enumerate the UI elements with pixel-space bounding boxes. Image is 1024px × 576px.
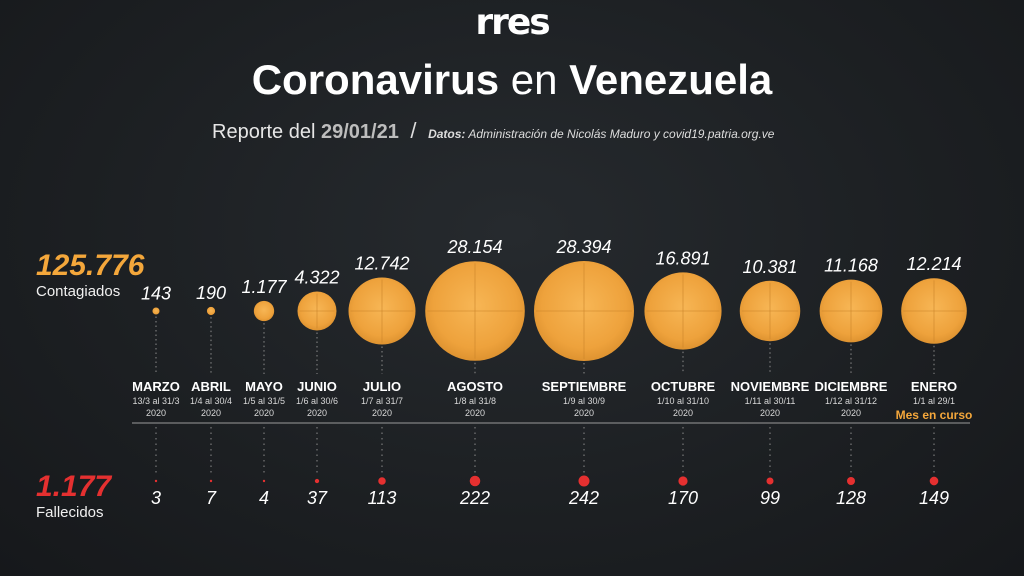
deaths-value-label: 149: [919, 488, 949, 508]
month-label: OCTUBRE: [651, 379, 716, 394]
cases-value-label: 1.177: [241, 277, 287, 297]
title-part-2: en: [510, 56, 558, 103]
deaths-dot: [154, 479, 158, 483]
deaths-value-label: 128: [836, 488, 866, 508]
deaths-dot: [847, 477, 855, 485]
year-label: 2020: [465, 408, 485, 418]
date-range-label: 1/1 al 29/1: [913, 396, 955, 406]
month-label: ENERO: [911, 379, 957, 394]
year-label: 2020: [254, 408, 274, 418]
year-label: 2020: [372, 408, 392, 418]
cases-value-label: 4.322: [294, 267, 339, 287]
year-label: 2020: [760, 408, 780, 418]
deaths-dot: [262, 479, 266, 483]
deaths-dot: [378, 477, 386, 485]
separator: /: [410, 118, 417, 143]
cases-value-label: 28.394: [555, 237, 611, 257]
year-label: 2020: [307, 408, 327, 418]
date-range-label: 1/12 al 31/12: [825, 396, 877, 406]
month-label: MAYO: [245, 379, 283, 394]
date-range-label: 13/3 al 31/3: [132, 396, 179, 406]
title-part-3: Venezuela: [569, 56, 773, 103]
deaths-value-label: 113: [368, 488, 397, 508]
deaths-value-label: 4: [259, 488, 269, 508]
report-date: 29/01/21: [320, 121, 399, 143]
deaths-value-label: 170: [668, 488, 698, 508]
date-range-label: 1/6 al 30/6: [296, 396, 338, 406]
month-label: ABRIL: [191, 379, 231, 394]
cases-value-label: 143: [141, 283, 171, 303]
total-cases-value: 125.776: [36, 249, 145, 282]
month-label: AGOSTO: [447, 379, 503, 394]
total-deaths-value: 1.177: [36, 470, 112, 503]
date-range-label: 1/10 al 31/10: [657, 396, 709, 406]
deaths-dot: [209, 479, 213, 483]
deaths-value-label: 222: [459, 488, 490, 508]
year-label: 2020: [146, 408, 166, 418]
month-label: MARZO: [132, 379, 180, 394]
deaths-dot: [314, 478, 320, 484]
page-title: Coronavirus en Venezuela: [0, 56, 1024, 104]
month-label: JULIO: [363, 379, 401, 394]
cases-value-label: 10.381: [742, 257, 797, 277]
report-label: Reporte del: [212, 121, 316, 143]
date-range-label: 1/8 al 31/8: [454, 396, 496, 406]
current-month-note: Mes en curso: [896, 408, 973, 422]
cases-value-label: 28.154: [446, 237, 502, 257]
deaths-dot: [929, 476, 939, 486]
source-label: Datos:: [428, 127, 466, 141]
cases-value-label: 11.168: [824, 256, 878, 276]
deaths-value-label: 242: [568, 488, 599, 508]
deaths-dot: [766, 477, 774, 485]
cases-bubble: [206, 306, 216, 316]
date-range-label: 1/9 al 30/9: [563, 396, 605, 406]
month-label: NOVIEMBRE: [731, 379, 810, 394]
title-part-1: Coronavirus: [251, 56, 500, 103]
date-range-label: 1/4 al 30/4: [190, 396, 232, 406]
deaths-dot: [578, 475, 590, 487]
month-label: JUNIO: [297, 379, 337, 394]
deaths-value-label: 3: [151, 488, 161, 508]
source-text: Administración de Nicolás Maduro y covid…: [468, 127, 775, 141]
deaths-value-label: 7: [206, 488, 217, 508]
cases-bubble: [152, 307, 160, 315]
data-source: Datos: Administración de Nicolás Maduro …: [428, 127, 774, 141]
year-label: 2020: [673, 408, 693, 418]
total-deaths: 1.177 Fallecidos: [36, 470, 112, 522]
cases-value-label: 12.214: [906, 254, 961, 274]
date-range-label: 1/7 al 31/7: [361, 396, 403, 406]
total-cases: 125.776 Contagiados: [36, 249, 145, 301]
date-range-label: 1/11 al 30/11: [745, 396, 796, 406]
total-deaths-label: Fallecidos: [36, 504, 104, 521]
cases-value-label: 190: [196, 283, 226, 303]
cases-value-label: 12.742: [354, 254, 409, 274]
cases-bubble: [253, 300, 275, 322]
date-range-label: 1/5 al 31/5: [243, 396, 285, 406]
month-label: DICIEMBRE: [815, 379, 888, 394]
year-label: 2020: [574, 408, 594, 418]
deaths-dot: [678, 476, 688, 486]
report-subtitle: Reporte del 29/01/21 / Datos: Administra…: [212, 118, 774, 144]
deaths-value-label: 99: [760, 488, 780, 508]
cases-value-label: 16.891: [655, 248, 710, 268]
deaths-dot: [469, 475, 481, 487]
year-label: 2020: [201, 408, 221, 418]
deaths-value-label: 37: [307, 488, 328, 508]
year-label: 2020: [841, 408, 861, 418]
total-cases-label: Contagiados: [36, 283, 121, 300]
month-label: SEPTIEMBRE: [542, 379, 627, 394]
brand-logo: rres: [475, 2, 550, 43]
